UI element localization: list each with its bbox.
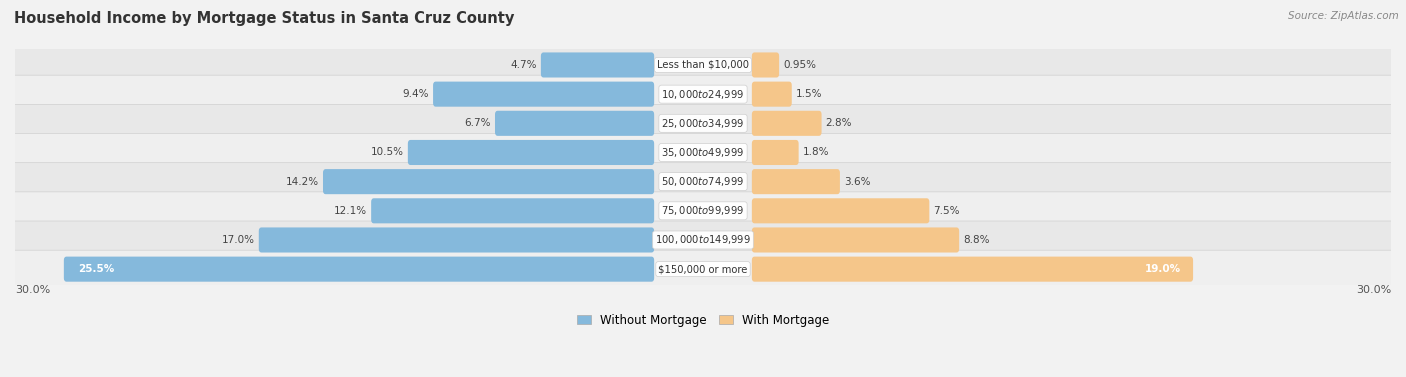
FancyBboxPatch shape [495, 111, 654, 136]
FancyBboxPatch shape [752, 81, 792, 107]
Text: 30.0%: 30.0% [1355, 285, 1391, 295]
FancyBboxPatch shape [371, 198, 654, 223]
Text: $10,000 to $24,999: $10,000 to $24,999 [661, 87, 745, 101]
FancyBboxPatch shape [0, 104, 1406, 142]
FancyBboxPatch shape [433, 81, 654, 107]
FancyBboxPatch shape [0, 46, 1406, 84]
FancyBboxPatch shape [0, 163, 1406, 201]
Legend: Without Mortgage, With Mortgage: Without Mortgage, With Mortgage [572, 309, 834, 331]
FancyBboxPatch shape [752, 198, 929, 223]
Text: $25,000 to $34,999: $25,000 to $34,999 [661, 117, 745, 130]
Text: 9.4%: 9.4% [402, 89, 429, 99]
FancyBboxPatch shape [0, 192, 1406, 230]
FancyBboxPatch shape [541, 52, 654, 78]
Text: 17.0%: 17.0% [222, 235, 254, 245]
Text: Less than $10,000: Less than $10,000 [657, 60, 749, 70]
Text: 3.6%: 3.6% [844, 177, 870, 187]
FancyBboxPatch shape [752, 140, 799, 165]
Text: 6.7%: 6.7% [464, 118, 491, 128]
Text: Source: ZipAtlas.com: Source: ZipAtlas.com [1288, 11, 1399, 21]
Text: $75,000 to $99,999: $75,000 to $99,999 [661, 204, 745, 217]
FancyBboxPatch shape [752, 111, 821, 136]
FancyBboxPatch shape [0, 75, 1406, 113]
FancyBboxPatch shape [408, 140, 654, 165]
Text: 1.8%: 1.8% [803, 147, 830, 158]
Text: 12.1%: 12.1% [333, 206, 367, 216]
Text: 7.5%: 7.5% [934, 206, 960, 216]
FancyBboxPatch shape [323, 169, 654, 194]
Text: Household Income by Mortgage Status in Santa Cruz County: Household Income by Mortgage Status in S… [14, 11, 515, 26]
FancyBboxPatch shape [0, 133, 1406, 172]
FancyBboxPatch shape [752, 169, 839, 194]
FancyBboxPatch shape [259, 227, 654, 253]
FancyBboxPatch shape [752, 227, 959, 253]
FancyBboxPatch shape [752, 52, 779, 78]
Text: $50,000 to $74,999: $50,000 to $74,999 [661, 175, 745, 188]
Text: 0.95%: 0.95% [783, 60, 817, 70]
FancyBboxPatch shape [0, 221, 1406, 259]
Text: 10.5%: 10.5% [371, 147, 404, 158]
FancyBboxPatch shape [0, 250, 1406, 288]
Text: $150,000 or more: $150,000 or more [658, 264, 748, 274]
Text: 4.7%: 4.7% [510, 60, 537, 70]
Text: 2.8%: 2.8% [825, 118, 852, 128]
Text: 19.0%: 19.0% [1144, 264, 1181, 274]
FancyBboxPatch shape [752, 257, 1194, 282]
Text: 8.8%: 8.8% [963, 235, 990, 245]
Text: 1.5%: 1.5% [796, 89, 823, 99]
Text: $100,000 to $149,999: $100,000 to $149,999 [655, 233, 751, 247]
Text: 30.0%: 30.0% [15, 285, 51, 295]
Text: $35,000 to $49,999: $35,000 to $49,999 [661, 146, 745, 159]
FancyBboxPatch shape [63, 257, 654, 282]
Text: 25.5%: 25.5% [79, 264, 114, 274]
Text: 14.2%: 14.2% [285, 177, 319, 187]
